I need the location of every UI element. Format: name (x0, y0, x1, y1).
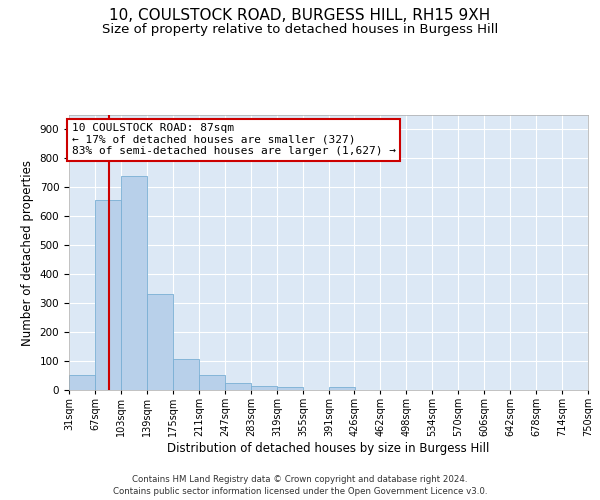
Bar (121, 176, 147, 390)
Text: Contains public sector information licensed under the Open Government Licence v3: Contains public sector information licen… (113, 487, 487, 496)
Text: Contains HM Land Registry data © Crown copyright and database right 2024.: Contains HM Land Registry data © Crown c… (132, 475, 468, 484)
Bar (69, 375, 95, 390)
Text: 10 COULSTOCK ROAD: 87sqm
← 17% of detached houses are smaller (327)
83% of semi-: 10 COULSTOCK ROAD: 87sqm ← 17% of detach… (71, 123, 395, 156)
Y-axis label: Number of detached properties: Number of detached properties (21, 160, 34, 346)
Bar (95, 200, 121, 390)
Bar (173, 360, 199, 390)
Text: 10, COULSTOCK ROAD, BURGESS HILL, RH15 9XH: 10, COULSTOCK ROAD, BURGESS HILL, RH15 9… (109, 8, 491, 22)
Bar (329, 387, 355, 390)
X-axis label: Distribution of detached houses by size in Burgess Hill: Distribution of detached houses by size … (167, 442, 490, 455)
Bar (277, 387, 302, 390)
Bar (251, 386, 277, 390)
Text: Size of property relative to detached houses in Burgess Hill: Size of property relative to detached ho… (102, 22, 498, 36)
Bar (147, 294, 173, 390)
Bar (199, 375, 225, 390)
Bar (225, 383, 251, 390)
